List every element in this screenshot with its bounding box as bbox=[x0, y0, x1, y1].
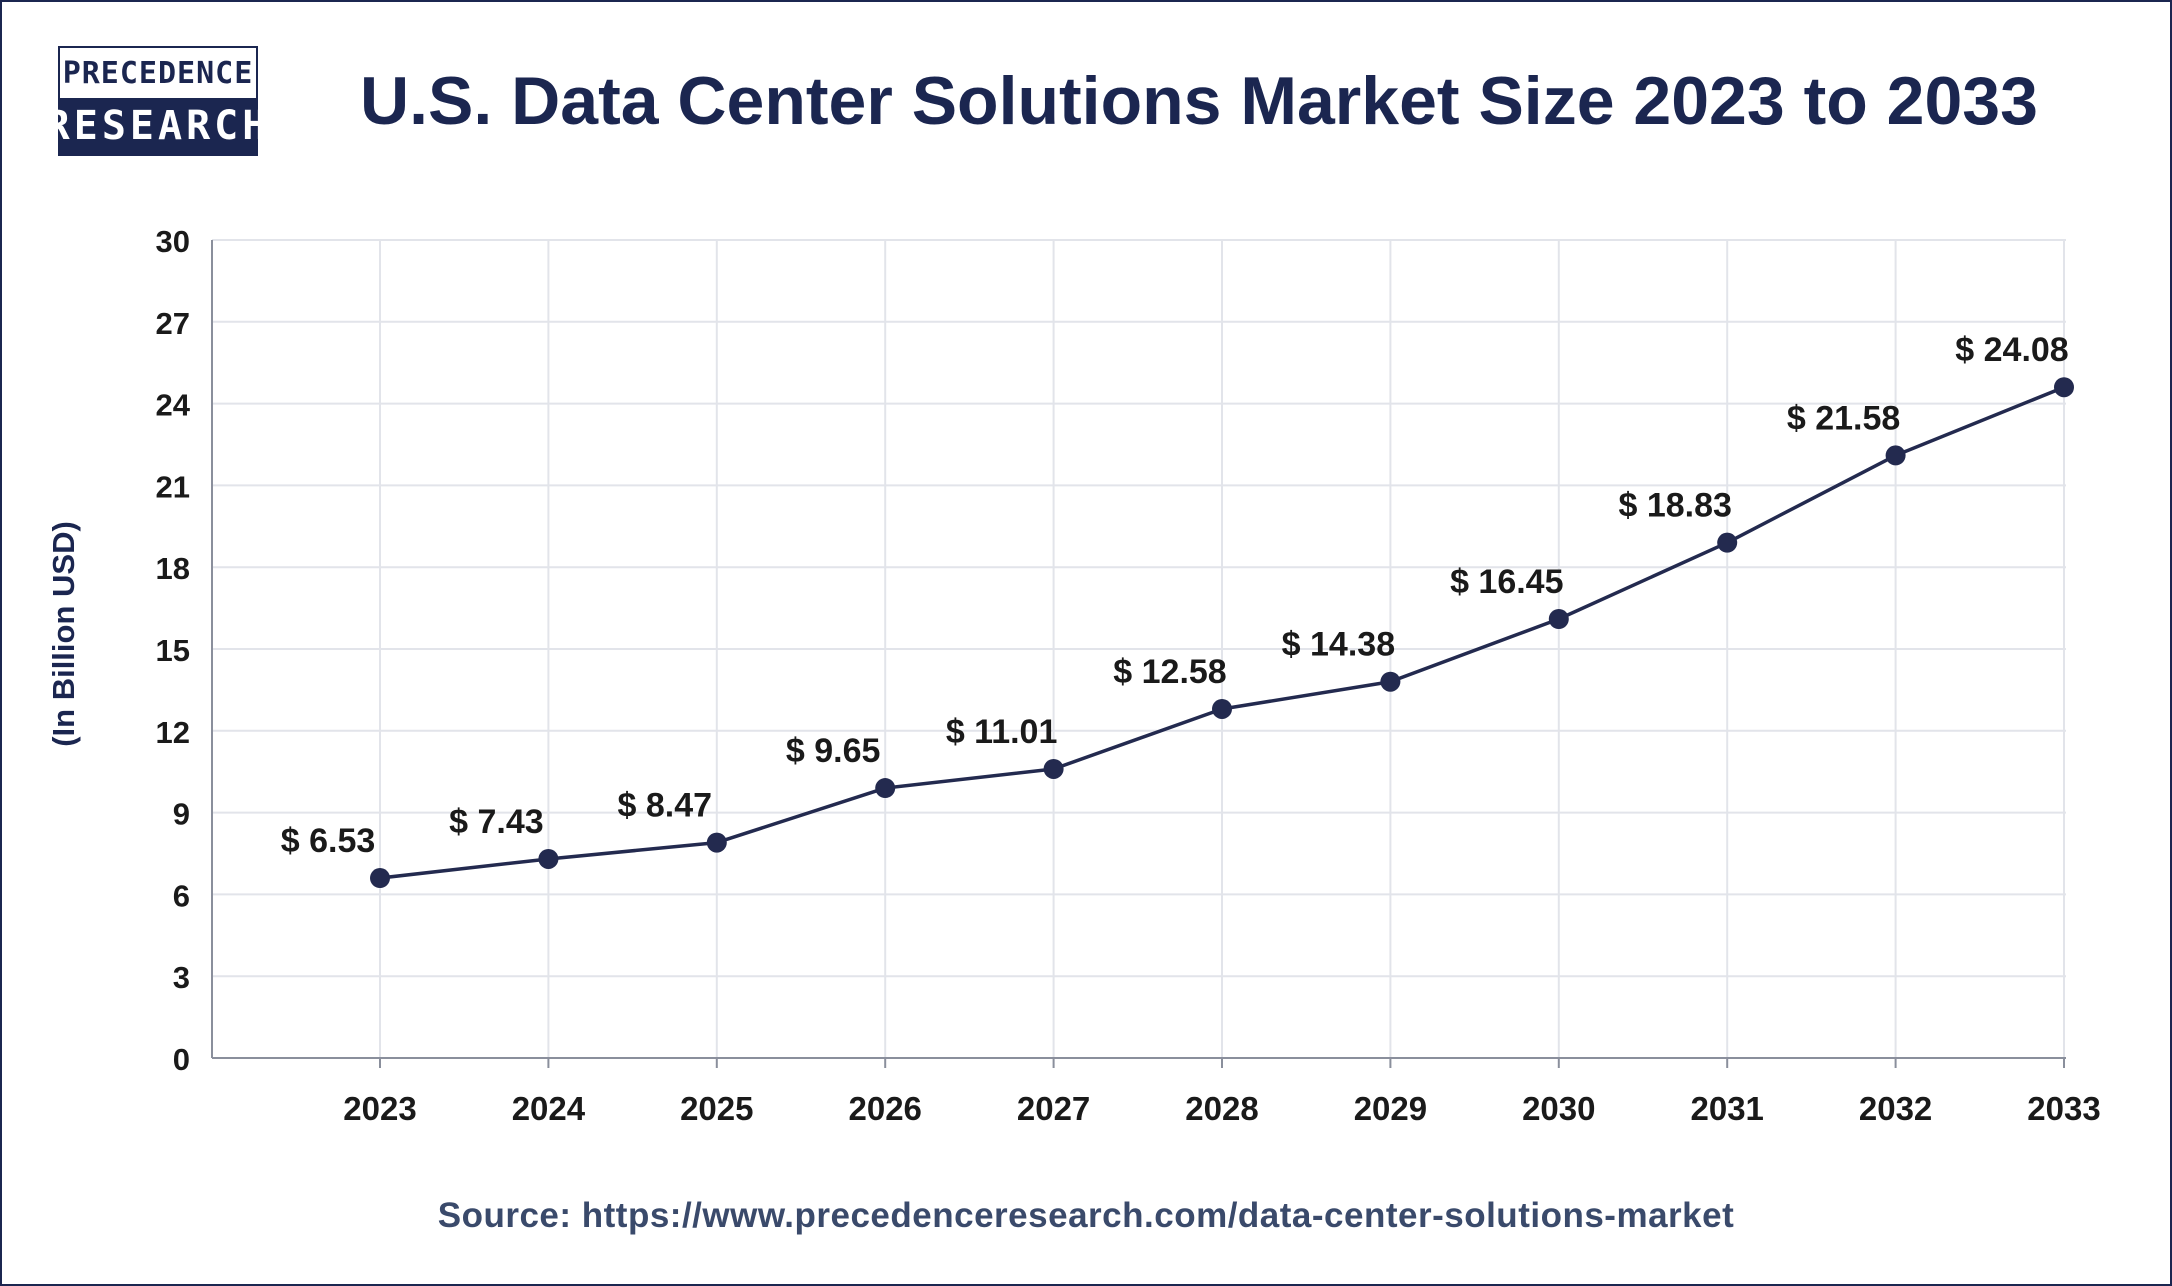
data-point bbox=[538, 848, 559, 869]
data-label: $ 12.58 bbox=[1113, 653, 1226, 691]
data-point bbox=[1380, 671, 1401, 692]
y-tick-label: 15 bbox=[156, 633, 190, 668]
y-tick-label: 6 bbox=[173, 878, 190, 913]
data-label: $ 18.83 bbox=[1618, 487, 1731, 525]
x-tick-label: 2030 bbox=[1522, 1090, 1595, 1127]
data-label: $ 6.53 bbox=[281, 822, 376, 860]
data-label: $ 7.43 bbox=[449, 803, 544, 841]
x-tick-label: 2032 bbox=[1859, 1090, 1932, 1127]
x-tick-label: 2025 bbox=[680, 1090, 753, 1127]
y-tick-label: 21 bbox=[156, 469, 190, 504]
chart-title: U.S. Data Center Solutions Market Size 2… bbox=[360, 63, 2038, 139]
data-label: $ 9.65 bbox=[786, 732, 881, 770]
x-tick-label: 2028 bbox=[1185, 1090, 1258, 1127]
y-tick-label: 27 bbox=[156, 306, 190, 341]
data-label: $ 21.58 bbox=[1787, 399, 1900, 437]
x-tick-label: 2029 bbox=[1354, 1090, 1427, 1127]
precedence-research-logo: PRECEDENCE RESEARCH bbox=[46, 46, 266, 156]
data-label: $ 14.38 bbox=[1282, 626, 1395, 664]
y-tick-label: 30 bbox=[156, 224, 190, 259]
y-tick-label: 0 bbox=[173, 1042, 190, 1077]
data-point bbox=[706, 832, 727, 853]
x-tick-label: 2023 bbox=[343, 1090, 416, 1127]
data-label: $ 24.08 bbox=[1955, 331, 2068, 369]
y-tick-label: 12 bbox=[156, 715, 190, 750]
x-tick-label: 2027 bbox=[1017, 1090, 1090, 1127]
data-point bbox=[370, 868, 390, 889]
data-point bbox=[875, 778, 896, 799]
x-tick-label: 2033 bbox=[2027, 1090, 2100, 1127]
data-label: $ 16.45 bbox=[1450, 563, 1563, 601]
y-tick-label: 3 bbox=[173, 960, 190, 995]
logo-line-2: RESEARCH bbox=[46, 98, 266, 154]
data-point bbox=[2054, 377, 2074, 398]
x-tick-label: 2024 bbox=[512, 1090, 586, 1127]
x-tick-label: 2026 bbox=[848, 1090, 921, 1127]
logo-line-1: PRECEDENCE bbox=[60, 48, 256, 98]
y-tick-label: 18 bbox=[156, 551, 190, 586]
data-point bbox=[1043, 758, 1064, 779]
y-tick-label: 24 bbox=[156, 388, 191, 423]
x-tick-label: 2031 bbox=[1690, 1090, 1763, 1127]
data-point bbox=[1885, 445, 1906, 466]
source-citation: Source: https://www.precedenceresearch.c… bbox=[437, 1196, 1735, 1235]
data-point bbox=[1212, 698, 1232, 719]
y-axis-label: (In Billion USD) bbox=[46, 521, 81, 747]
data-point bbox=[1717, 532, 1738, 553]
data-point bbox=[1548, 609, 1569, 630]
data-label: $ 11.01 bbox=[946, 713, 1058, 751]
data-label: $ 8.47 bbox=[618, 787, 713, 825]
y-tick-label: 9 bbox=[173, 797, 190, 832]
